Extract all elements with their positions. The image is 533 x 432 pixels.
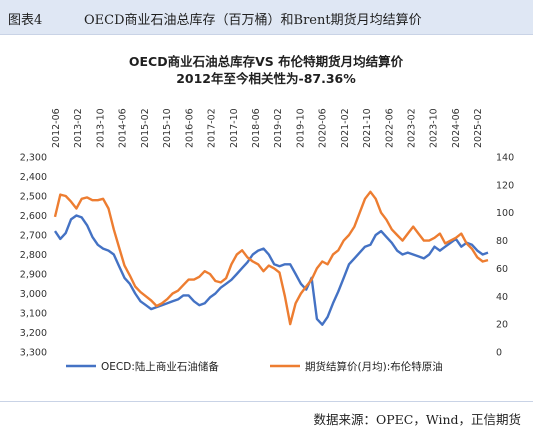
figure-number: 图表4 [8,13,43,28]
right-tick-label: 0 [496,348,502,359]
x-tick-label: 2016-06 [184,108,195,148]
legend-label: OECD:陆上商业石油储备 [101,360,219,373]
right-tick-label: 140 [496,153,514,164]
chart-subtitle: 2012年至今相关性为-87.36% [176,71,356,86]
x-tick-label: 2013-10 [95,108,106,148]
right-axis: 0 20 40 60 80 100 120 140 [496,153,514,359]
x-tick-label: 2019-10 [295,108,306,148]
x-tick-label: 2021-10 [362,108,373,148]
right-tick-label: 100 [496,208,514,219]
x-tick-label: 2024-06 [451,108,462,148]
legend: OECD:陆上商业石油储备 期货结算价(月均):布伦特原油 [66,360,443,373]
left-tick-label: 2,500 [20,192,47,203]
x-tick-label: 2014-06 [118,108,129,148]
left-tick-label: 3,300 [20,348,47,359]
legend-label: 期货结算价(月均):布伦特原油 [305,360,443,373]
right-tick-label: 20 [496,320,508,331]
chart: OECD商业石油总库存VS 布伦特期货月均结算价 2012年至今相关性为-87.… [20,54,514,373]
series-line-brent-price [53,190,489,326]
plot-area [53,190,489,326]
x-axis: 2012-06 2013-02 2013-10 2014-06 2015-02 2015-… [51,108,484,148]
left-tick-label: 3,200 [20,328,47,339]
left-tick-label: 2,600 [20,211,47,222]
left-tick-label: 2,900 [20,270,47,281]
x-tick-label: 2023-10 [429,108,440,148]
x-tick-label: 2022-06 [384,108,395,148]
x-tick-label: 2023-02 [407,108,418,148]
x-tick-label: 2019-02 [273,108,284,148]
x-tick-label: 2018-06 [251,108,262,148]
x-tick-label: 2017-10 [229,108,240,148]
right-tick-label: 40 [496,292,508,303]
x-tick-label: 2015-02 [140,108,151,148]
source-bar: 数据来源：OPEC，Wind，正信期货 [0,401,533,432]
figure-title: OECD商业石油总库存（百万桶）和Brent期货月均结算价 [84,13,422,28]
x-tick-label: 2025-02 [473,108,484,148]
x-tick-label: 2013-02 [73,108,84,148]
right-tick-label: 80 [496,236,508,247]
left-tick-label: 2,800 [20,250,47,261]
figure-header: 图表4 OECD商业石油总库存（百万桶）和Brent期货月均结算价 [0,0,533,35]
x-tick-label: 2015-10 [162,108,173,148]
left-axis: 2,300 2,400 2,500 2,600 2,700 2,800 2,900 3,000… [20,153,47,359]
right-tick-label: 60 [496,264,508,275]
chart-title: OECD商业石油总库存VS 布伦特期货月均结算价 [129,54,404,69]
x-tick-label: 2020-06 [318,108,329,148]
right-tick-label: 120 [496,180,514,191]
series-line-oecd-inventory [54,214,489,326]
x-tick-label: 2012-06 [51,108,62,148]
left-tick-label: 2,300 [20,153,47,164]
left-tick-label: 3,000 [20,289,47,300]
source-note: 数据来源：OPEC，Wind，正信期货 [313,412,521,427]
left-tick-label: 2,700 [20,231,47,242]
x-tick-label: 2021-02 [340,108,351,148]
left-tick-label: 2,400 [20,172,47,183]
x-tick-label: 2017-02 [207,108,218,148]
left-tick-label: 3,100 [20,309,47,320]
